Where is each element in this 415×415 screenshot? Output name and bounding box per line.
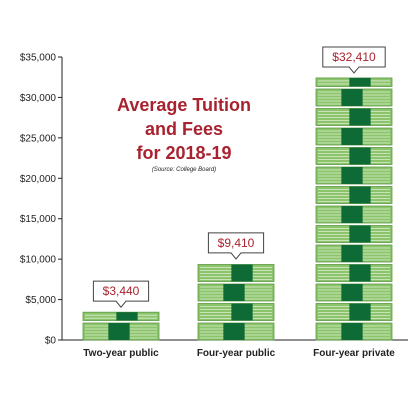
y-tick-label: $25,000 [20, 133, 57, 144]
cash-bundle [315, 147, 393, 165]
bar-stack [82, 311, 160, 341]
value-callout: $9,410 [207, 232, 265, 260]
cash-bundle [315, 77, 393, 87]
cash-bundle [315, 303, 393, 321]
y-tick-label: $15,000 [20, 214, 57, 225]
cash-bundle [315, 127, 393, 146]
cash-bundle [197, 283, 275, 302]
chart-title-line-3: for 2018-19 [136, 143, 232, 163]
callout-bubble [207, 232, 265, 260]
callout-bubble [92, 280, 150, 308]
cash-bundle [197, 264, 275, 282]
cash-bundle [315, 88, 393, 107]
value-callouts: $3,440 $9,410 $32,410 [92, 46, 386, 308]
value-callout: $32,410 [322, 46, 386, 74]
value-label: $9,410 [218, 236, 255, 250]
bar-stack [315, 77, 393, 341]
cash-bundle [315, 264, 393, 282]
cash-bundle [197, 322, 275, 341]
cash-bundle [315, 244, 393, 263]
x-tick-label: Four-year public [197, 348, 276, 359]
value-label: $32,410 [332, 50, 376, 64]
cash-bundle [315, 283, 393, 302]
chart-title-block: Average Tuition and Fees for 2018-19 (So… [96, 93, 272, 174]
cash-bundle [315, 186, 393, 204]
cash-bundle [315, 322, 393, 341]
callout-bubble [322, 46, 386, 74]
x-tick-label: Four-year private [313, 348, 395, 359]
bar-stacks [82, 77, 393, 341]
chart-title-line-1: Average Tuition [116, 95, 251, 115]
y-tick-label: $0 [45, 336, 57, 347]
cash-bundle [315, 166, 393, 185]
cash-bundle [82, 322, 160, 341]
x-axis-labels: Two-year public Four-year public Four-year… [83, 348, 395, 359]
chart-title-line-2: and Fees [144, 119, 224, 139]
chart-source-note: (Source: College Board) [151, 167, 217, 173]
cash-bundle [197, 303, 275, 321]
value-callout: $3,440 [92, 280, 150, 308]
cash-bundle [82, 311, 160, 321]
y-tick-label: $20,000 [20, 174, 57, 185]
y-tick-label: $5,000 [25, 295, 56, 306]
cash-bundle [315, 225, 393, 243]
y-tick-label: $10,000 [20, 255, 57, 266]
cash-bundle [315, 108, 393, 126]
cash-bundle [315, 205, 393, 224]
y-tick-label: $30,000 [20, 93, 57, 104]
x-tick-label: Two-year public [83, 348, 159, 359]
value-label: $3,440 [103, 284, 140, 298]
y-tick-label: $35,000 [20, 53, 57, 64]
bar-stack [197, 264, 275, 341]
